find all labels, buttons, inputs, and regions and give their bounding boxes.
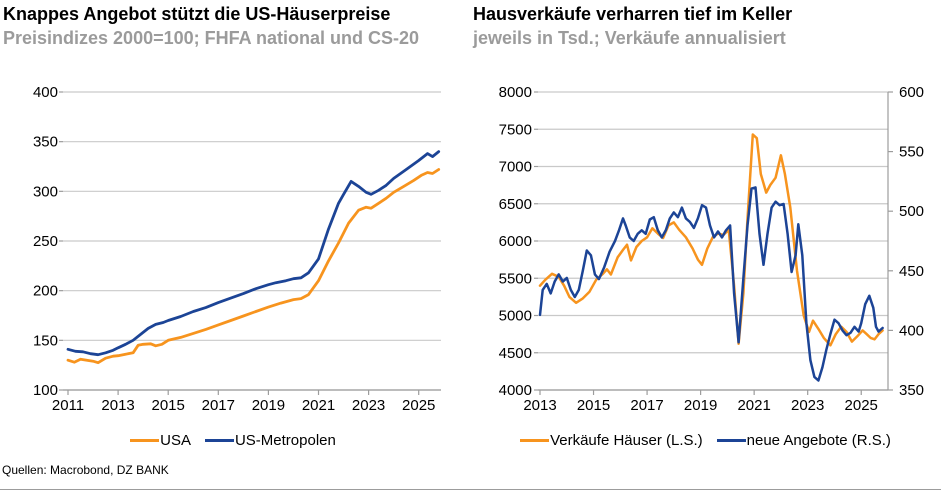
x-tick-label: 2023 [352,397,385,414]
left-chart-legend: USA US-Metropolen [0,432,466,449]
y-tick-label: 200 [33,283,58,300]
y-tick-label: 8000 [499,84,532,101]
y-tick-label: 7500 [499,121,532,138]
right-chart-subtitle: jeweils in Tsd.; Verkäufe annualisiert [473,28,786,48]
y-tick-label: 6500 [499,196,532,213]
legend-item-us-metropolen: US-Metropolen [204,432,336,449]
y-tick-label: 4000 [499,382,532,399]
left-chart-title: Knappes Angebot stützt die US-Häuserprei… [3,4,391,24]
left-chart-subtitle: Preisindizes 2000=100; FHFA national und… [3,28,419,48]
legend-swatch-us-metropolen [204,439,234,442]
y-tick-label: 150 [33,332,58,349]
left-chart-canvas: 100 150 200 250 300 350 400 2011 2013 2015 2017 201… [33,84,441,414]
x-tick-label: 2023 [791,397,824,414]
legend-label-verkaeufe-haeuser: Verkäufe Häuser (L.S.) [550,432,703,449]
right-tick-label: 450 [899,263,924,280]
right-tick-label: 500 [899,203,924,220]
x-tick-label: 2011 [52,397,84,414]
right-tick-label: 350 [899,382,924,399]
right-tick-label: 400 [899,322,924,339]
series-line-usa [66,168,441,365]
x-tick-label: 2021 [737,397,770,414]
source-line: Quellen: Macrobond, DZ BANK [2,463,169,477]
legend-label-us-metropolen: US-Metropolen [234,432,336,449]
x-tick-label: 2025 [845,397,878,414]
x-tick-label: 2017 [202,397,235,414]
y-tick-label: 250 [33,233,58,250]
legend-item-verkaeufe-haeuser: Verkäufe Häuser (L.S.) [520,432,703,449]
x-tick-label: 2013 [523,397,556,414]
legend-swatch-usa [130,439,160,442]
y-tick-label: 5000 [499,308,532,325]
y-tick-label: 350 [33,134,58,151]
y-tick-label: 4500 [499,345,532,362]
x-tick-label: 2015 [577,397,610,414]
legend-label-usa: USA [160,432,191,449]
legend-swatch-verkaeufe-haeuser [520,439,550,442]
right-tick-label: 550 [899,144,924,161]
y-tick-label: 6000 [499,233,532,250]
x-tick-label: 2013 [101,397,134,414]
x-tick-label: 2019 [684,397,717,414]
right-chart-block: Hausverkäufe verharren tief im Keller je… [470,0,941,493]
y-tick-label: 7000 [499,159,532,176]
legend-swatch-neue-angebote [716,439,746,442]
x-tick-label: 2025 [402,397,435,414]
x-tick-label: 2019 [252,397,285,414]
y-tick-label: 5500 [499,270,532,287]
left-chart-block: Knappes Angebot stützt die US-Häuserprei… [0,0,466,493]
series-line-us-metropolen [66,150,441,357]
right-chart-title: Hausverkäufe verharren tief im Keller [473,4,793,24]
legend-item-neue-angebote: neue Angebote (R.S.) [716,432,891,449]
legend-item-usa: USA [130,432,191,449]
y-tick-label: 400 [33,84,58,101]
legend-label-neue-angebote: neue Angebote (R.S.) [746,432,891,449]
right-chart-canvas: 4000 4500 5000 5500 6000 6500 7000 7500 8000 2013… [499,84,924,414]
y-tick-label: 100 [33,382,58,399]
bottom-divider [0,489,941,490]
right-chart-legend: Verkäufe Häuser (L.S.) neue Angebote (R.… [470,432,941,449]
series-line-neue-angebote-r-s [538,186,884,382]
y-tick-label: 300 [33,183,58,200]
x-tick-label: 2015 [152,397,185,414]
right-tick-label: 600 [899,84,924,101]
x-tick-label: 2021 [302,397,335,414]
x-tick-label: 2017 [630,397,663,414]
